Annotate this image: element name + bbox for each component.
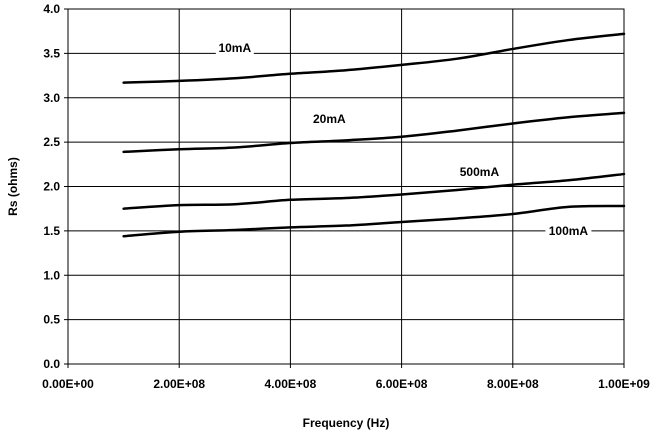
series-line-500mA (122, 172, 626, 210)
series-line-100mA (122, 204, 626, 238)
y-tick-label: 1.0 (43, 268, 60, 282)
grid (64, 8, 625, 368)
tick-labels: 0.0 0.5 1.0 1.5 2.0 2.5 3.0 3.5 4.0 0.00E+00 2.00E… (42, 2, 650, 391)
y-tick-label: 3.5 (43, 46, 60, 60)
x-tick-label: 4.00E+08 (265, 377, 317, 391)
x-axis-title: Frequency (Hz) (303, 416, 390, 430)
y-tick-label: 0.0 (43, 357, 60, 371)
x-tick-label: 2.00E+08 (153, 377, 205, 391)
series-label-bg (545, 221, 592, 238)
y-tick-label: 0.5 (43, 313, 60, 327)
series-lines (122, 32, 626, 238)
series-line-20mA (122, 111, 626, 154)
series-label-bg (456, 163, 503, 180)
series-label-bg (310, 109, 349, 126)
y-tick-label: 2.5 (43, 135, 60, 149)
series-line-10mA (122, 32, 626, 84)
y-tick-label: 3.0 (43, 91, 60, 105)
y-tick-label: 2.0 (43, 180, 60, 194)
series-label-100mA: 100mA (549, 224, 589, 238)
series-label-500mA: 500mA (460, 165, 500, 179)
x-tick-label: 8.00E+08 (487, 377, 539, 391)
series-label-bg (215, 38, 254, 55)
series-label-10mA: 10mA (218, 41, 251, 55)
y-tick-label: 4.0 (43, 2, 60, 16)
series-label-20mA: 20mA (313, 112, 346, 126)
x-tick-label: 6.00E+08 (376, 377, 428, 391)
x-tick-label: 1.00E+09 (598, 377, 650, 391)
x-tick-label: 0.00E+00 (42, 377, 94, 391)
series-labels: 10mA 20mA 500mA 100mA (215, 38, 592, 238)
plot-area-frame (67, 8, 625, 365)
y-axis-title: Rs (ohms) (6, 157, 20, 216)
y-tick-label: 1.5 (43, 224, 60, 238)
